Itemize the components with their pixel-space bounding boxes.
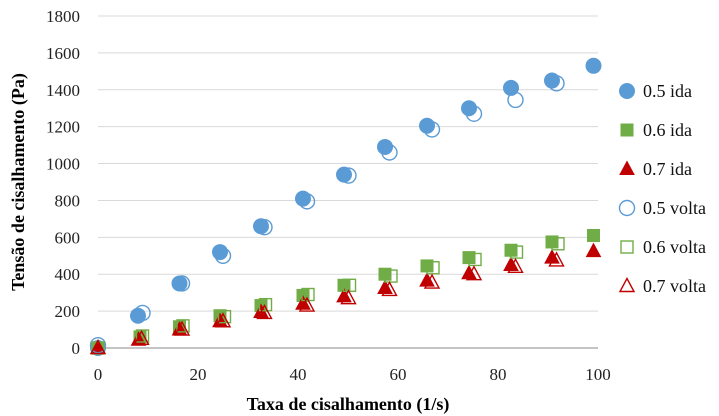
legend-marker [619, 160, 635, 175]
data-point [214, 247, 232, 264]
data-point [503, 256, 519, 271]
data-point [214, 312, 232, 328]
legend-item: 0.6 ida [620, 120, 692, 140]
series-0-7-volta [89, 251, 565, 355]
legend-marker [618, 199, 636, 217]
y-tick-label: 1000 [46, 155, 80, 174]
data-series [89, 57, 602, 356]
data-point [256, 303, 273, 320]
data-point [585, 57, 602, 74]
legend-item: 0.5 volta [618, 198, 706, 218]
data-point [217, 309, 232, 324]
data-point [544, 249, 560, 264]
y-axis-label: Tensão de cisalhamento (Pa) [8, 73, 29, 291]
y-tick-label: 1800 [46, 7, 80, 26]
data-point [468, 252, 482, 267]
data-point [336, 287, 352, 303]
legend-label: 0.5 volta [643, 198, 706, 218]
data-point [295, 295, 311, 310]
data-point [381, 280, 398, 297]
legend-marker [620, 123, 634, 137]
legend-item: 0.7 volta [618, 276, 706, 296]
legend-marker [620, 240, 634, 254]
data-point [426, 261, 440, 275]
legend-label: 0.7 ida [643, 159, 692, 179]
data-point [419, 272, 435, 287]
legend-label: 0.6 ida [643, 120, 692, 140]
data-point [135, 329, 150, 343]
legend: 0.5 ida 0.6 ida 0.7 ida 0.5 volta 0.6 volta 0… [618, 81, 706, 296]
y-tick-label: 0 [72, 339, 81, 358]
data-point [134, 304, 151, 322]
data-point [544, 72, 560, 89]
legend-label: 0.7 volta [643, 276, 706, 296]
y-tick-label: 800 [55, 191, 81, 210]
y-tick-label: 400 [55, 265, 81, 284]
data-point [176, 319, 190, 333]
data-point [509, 245, 524, 259]
data-point [212, 244, 228, 261]
legend-marker [619, 83, 635, 99]
legend-item: 0.5 ida [619, 81, 692, 101]
data-point [298, 193, 316, 210]
y-tick-label: 600 [55, 228, 81, 247]
data-point [585, 242, 602, 258]
data-point [507, 257, 524, 274]
data-point [256, 218, 273, 236]
data-point [173, 320, 191, 336]
data-point [89, 339, 107, 355]
data-point [298, 296, 316, 312]
data-point [130, 307, 146, 324]
data-point [340, 289, 357, 305]
series-0-7-ida [90, 242, 602, 354]
data-point [419, 117, 435, 134]
data-point [423, 273, 441, 289]
x-tick-label: 40 [290, 365, 307, 384]
data-point [548, 251, 565, 267]
data-point [173, 275, 191, 292]
data-point [587, 228, 600, 242]
y-tick-label: 1600 [46, 44, 80, 63]
x-tick-label: 0 [94, 365, 103, 384]
series-0-6-volta [91, 237, 565, 355]
data-point [461, 264, 477, 280]
y-tick-label: 1400 [46, 81, 80, 100]
grid [98, 15, 598, 312]
series-0-5-volta [89, 75, 565, 354]
data-point [465, 105, 483, 122]
data-point [133, 329, 150, 345]
data-point [507, 91, 524, 109]
data-point [551, 237, 565, 251]
data-point [503, 79, 519, 96]
data-point [423, 121, 441, 138]
legend-label: 0.5 ida [643, 81, 692, 101]
legend-item: 0.6 volta [620, 237, 706, 257]
x-tick-label: 20 [190, 365, 207, 384]
x-tick-label: 60 [390, 365, 407, 384]
data-point [89, 337, 107, 354]
data-point [377, 279, 393, 295]
legend-marker [618, 277, 636, 293]
data-point [548, 75, 565, 92]
x-tick-label: 80 [490, 365, 507, 384]
legend-item: 0.7 ida [619, 159, 692, 179]
x-tick-label: 100 [585, 365, 611, 384]
data-point [258, 297, 273, 312]
x-axis-label: Taxa de cisalhamento (1/s) [247, 394, 450, 415]
data-point [381, 144, 398, 161]
legend-label: 0.6 volta [643, 237, 706, 257]
data-point [384, 269, 398, 283]
y-tick-label: 1200 [46, 118, 80, 137]
data-point [340, 167, 357, 184]
data-point [465, 265, 483, 281]
tick-labels: 0 200 400 600 800 1000 1200 1400 1600 1800 0 20 40 60… [46, 7, 611, 384]
y-tick-label: 200 [55, 302, 81, 321]
